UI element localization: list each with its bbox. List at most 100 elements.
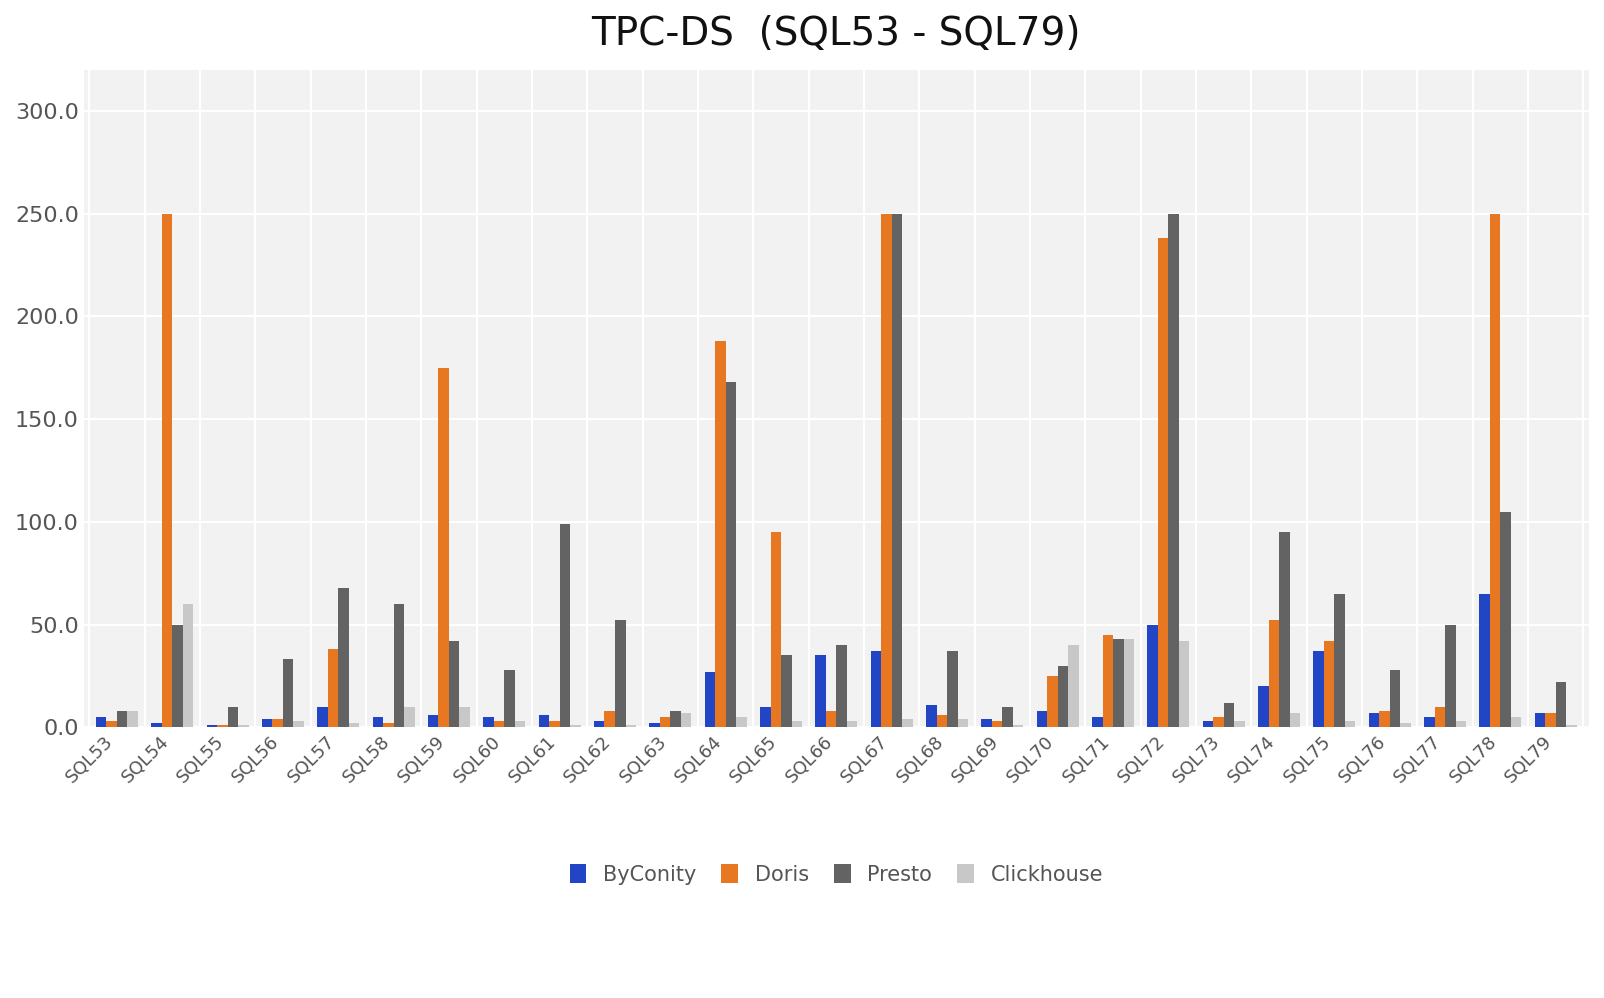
Bar	[1535, 713, 1545, 728]
Bar	[946, 652, 958, 728]
Bar	[626, 726, 637, 728]
Bar	[659, 717, 670, 728]
Bar	[826, 711, 836, 728]
Bar	[504, 670, 515, 728]
Bar	[449, 641, 459, 728]
Bar	[847, 722, 858, 728]
Bar	[1445, 625, 1455, 728]
Bar	[560, 524, 569, 728]
Bar	[1278, 532, 1290, 728]
Bar	[383, 724, 393, 728]
Bar	[791, 722, 802, 728]
Bar	[1036, 711, 1047, 728]
Bar	[338, 588, 348, 728]
Bar	[1368, 713, 1379, 728]
Bar	[1455, 722, 1466, 728]
Bar	[815, 656, 826, 728]
Bar	[650, 724, 659, 728]
Bar	[781, 656, 791, 728]
Bar	[549, 722, 560, 728]
Bar	[593, 722, 605, 728]
Bar	[1224, 703, 1233, 728]
Bar	[96, 717, 106, 728]
Bar	[1203, 722, 1213, 728]
Bar	[725, 382, 736, 728]
Bar	[982, 720, 991, 728]
Bar	[704, 672, 715, 728]
Bar	[207, 726, 217, 728]
Bar	[569, 726, 581, 728]
Bar	[1344, 722, 1355, 728]
Bar	[228, 707, 237, 728]
Bar	[273, 720, 282, 728]
Bar	[217, 726, 228, 728]
Bar	[1113, 639, 1123, 728]
Bar	[1490, 214, 1500, 728]
Bar	[459, 707, 470, 728]
Bar	[127, 711, 138, 728]
Bar	[1047, 676, 1057, 728]
Bar	[393, 604, 404, 728]
Bar	[1002, 707, 1012, 728]
Bar	[892, 214, 901, 728]
Bar	[117, 711, 127, 728]
Bar	[926, 705, 937, 728]
Bar	[318, 707, 327, 728]
Bar	[1545, 713, 1556, 728]
Bar	[1123, 639, 1134, 728]
Bar	[1314, 652, 1323, 728]
Bar	[372, 717, 383, 728]
Bar	[1102, 635, 1113, 728]
Bar	[1147, 625, 1158, 728]
Bar	[1479, 594, 1490, 728]
Bar	[1092, 717, 1102, 728]
Bar	[1213, 717, 1224, 728]
Bar	[428, 715, 438, 728]
Bar	[1400, 724, 1412, 728]
Bar	[348, 724, 359, 728]
Bar	[1233, 722, 1245, 728]
Bar	[1012, 726, 1023, 728]
Bar	[1168, 214, 1179, 728]
Bar	[1269, 621, 1278, 728]
Bar	[670, 711, 680, 728]
Bar	[261, 720, 273, 728]
Bar	[1556, 682, 1567, 728]
Bar	[1258, 687, 1269, 728]
Bar	[736, 717, 747, 728]
Bar	[1500, 512, 1511, 728]
Bar	[1068, 645, 1079, 728]
Bar	[1379, 711, 1389, 728]
Bar	[151, 724, 162, 728]
Bar	[836, 645, 847, 728]
Bar	[760, 707, 770, 728]
Bar	[539, 715, 549, 728]
Bar	[715, 341, 725, 728]
Bar	[294, 722, 305, 728]
Bar	[680, 713, 691, 728]
Bar	[172, 625, 183, 728]
Bar	[282, 660, 294, 728]
Bar	[183, 604, 194, 728]
Bar	[871, 652, 881, 728]
Title: TPC-DS  (SQL53 - SQL79): TPC-DS (SQL53 - SQL79)	[592, 15, 1081, 53]
Bar	[614, 621, 626, 728]
Bar	[1323, 641, 1335, 728]
Bar	[1179, 641, 1190, 728]
Bar	[327, 650, 338, 728]
Bar	[1290, 713, 1301, 728]
Bar	[106, 722, 117, 728]
Bar	[1424, 717, 1434, 728]
Bar	[483, 717, 494, 728]
Bar	[237, 726, 249, 728]
Bar	[1567, 726, 1577, 728]
Bar	[1434, 707, 1445, 728]
Bar	[901, 720, 913, 728]
Bar	[1158, 239, 1168, 728]
Legend: ByConity, Doris, Presto, Clickhouse: ByConity, Doris, Presto, Clickhouse	[561, 856, 1112, 893]
Bar	[958, 720, 969, 728]
Bar	[1057, 666, 1068, 728]
Bar	[991, 722, 1002, 728]
Bar	[937, 715, 946, 728]
Bar	[515, 722, 526, 728]
